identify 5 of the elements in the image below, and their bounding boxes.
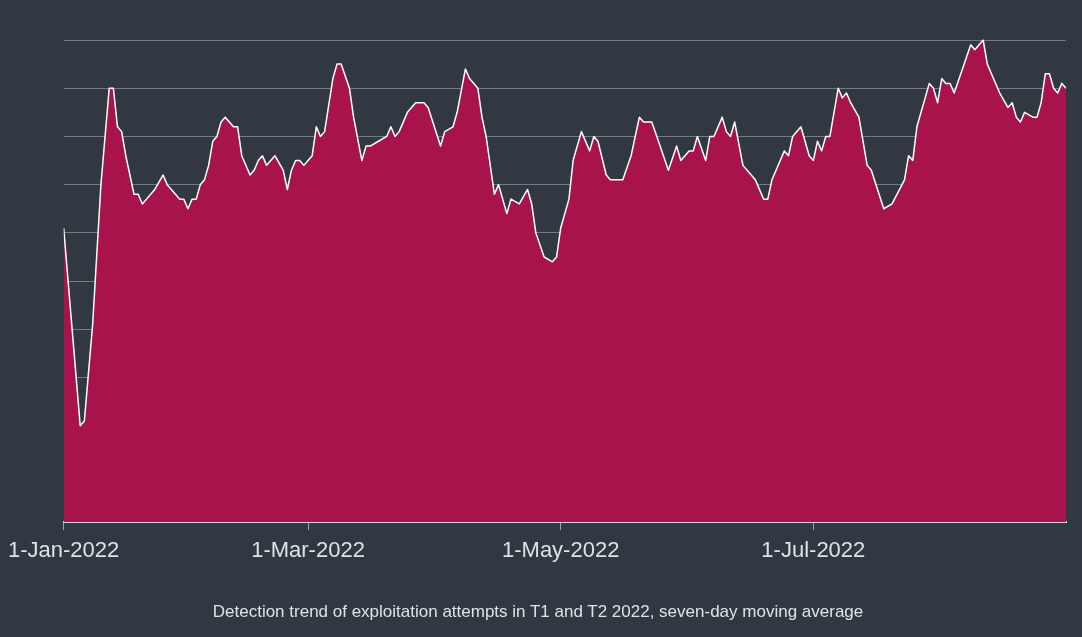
x-tick-label: 1-Jan-2022 bbox=[7, 537, 120, 563]
x-tick-label: 1-Jul-2022 bbox=[761, 537, 866, 563]
x-tick-label: 1-May-2022 bbox=[501, 537, 620, 563]
x-tick-label: 1-Mar-2022 bbox=[251, 537, 365, 563]
text: Detection trend of exploitation attempts in T1 and T2 2022, seven-day moving average bbox=[212, 602, 864, 622]
